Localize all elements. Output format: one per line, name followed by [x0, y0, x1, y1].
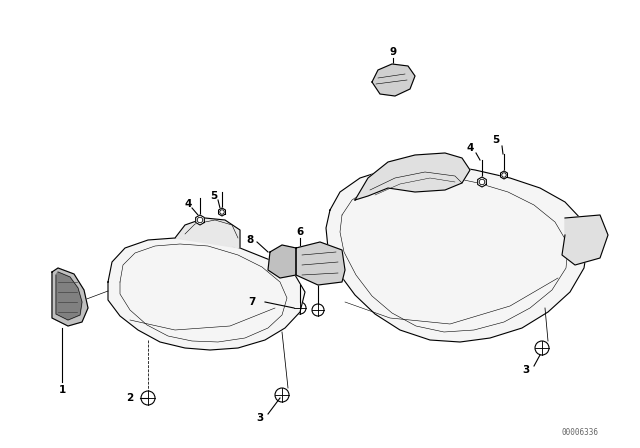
Polygon shape	[562, 215, 608, 265]
Polygon shape	[372, 64, 415, 96]
Text: 3: 3	[522, 365, 530, 375]
Polygon shape	[52, 268, 88, 326]
Polygon shape	[326, 165, 588, 342]
Text: 5: 5	[492, 135, 500, 145]
Polygon shape	[218, 208, 225, 216]
Polygon shape	[196, 215, 204, 225]
Polygon shape	[500, 171, 508, 179]
Polygon shape	[56, 272, 82, 320]
Text: 4: 4	[467, 143, 474, 153]
Polygon shape	[108, 238, 305, 350]
Polygon shape	[355, 153, 470, 200]
Text: 3: 3	[257, 413, 264, 423]
Text: 1: 1	[58, 385, 66, 395]
Text: 5: 5	[211, 191, 218, 201]
Polygon shape	[477, 177, 486, 187]
Text: 4: 4	[184, 199, 192, 209]
Text: 2: 2	[126, 393, 134, 403]
Text: 00006336: 00006336	[561, 427, 598, 436]
Text: 9: 9	[389, 47, 397, 57]
Polygon shape	[296, 242, 345, 285]
Text: 8: 8	[246, 235, 253, 245]
Text: 6: 6	[296, 227, 303, 237]
Text: 7: 7	[248, 297, 256, 307]
Polygon shape	[175, 218, 240, 248]
Polygon shape	[268, 245, 296, 278]
